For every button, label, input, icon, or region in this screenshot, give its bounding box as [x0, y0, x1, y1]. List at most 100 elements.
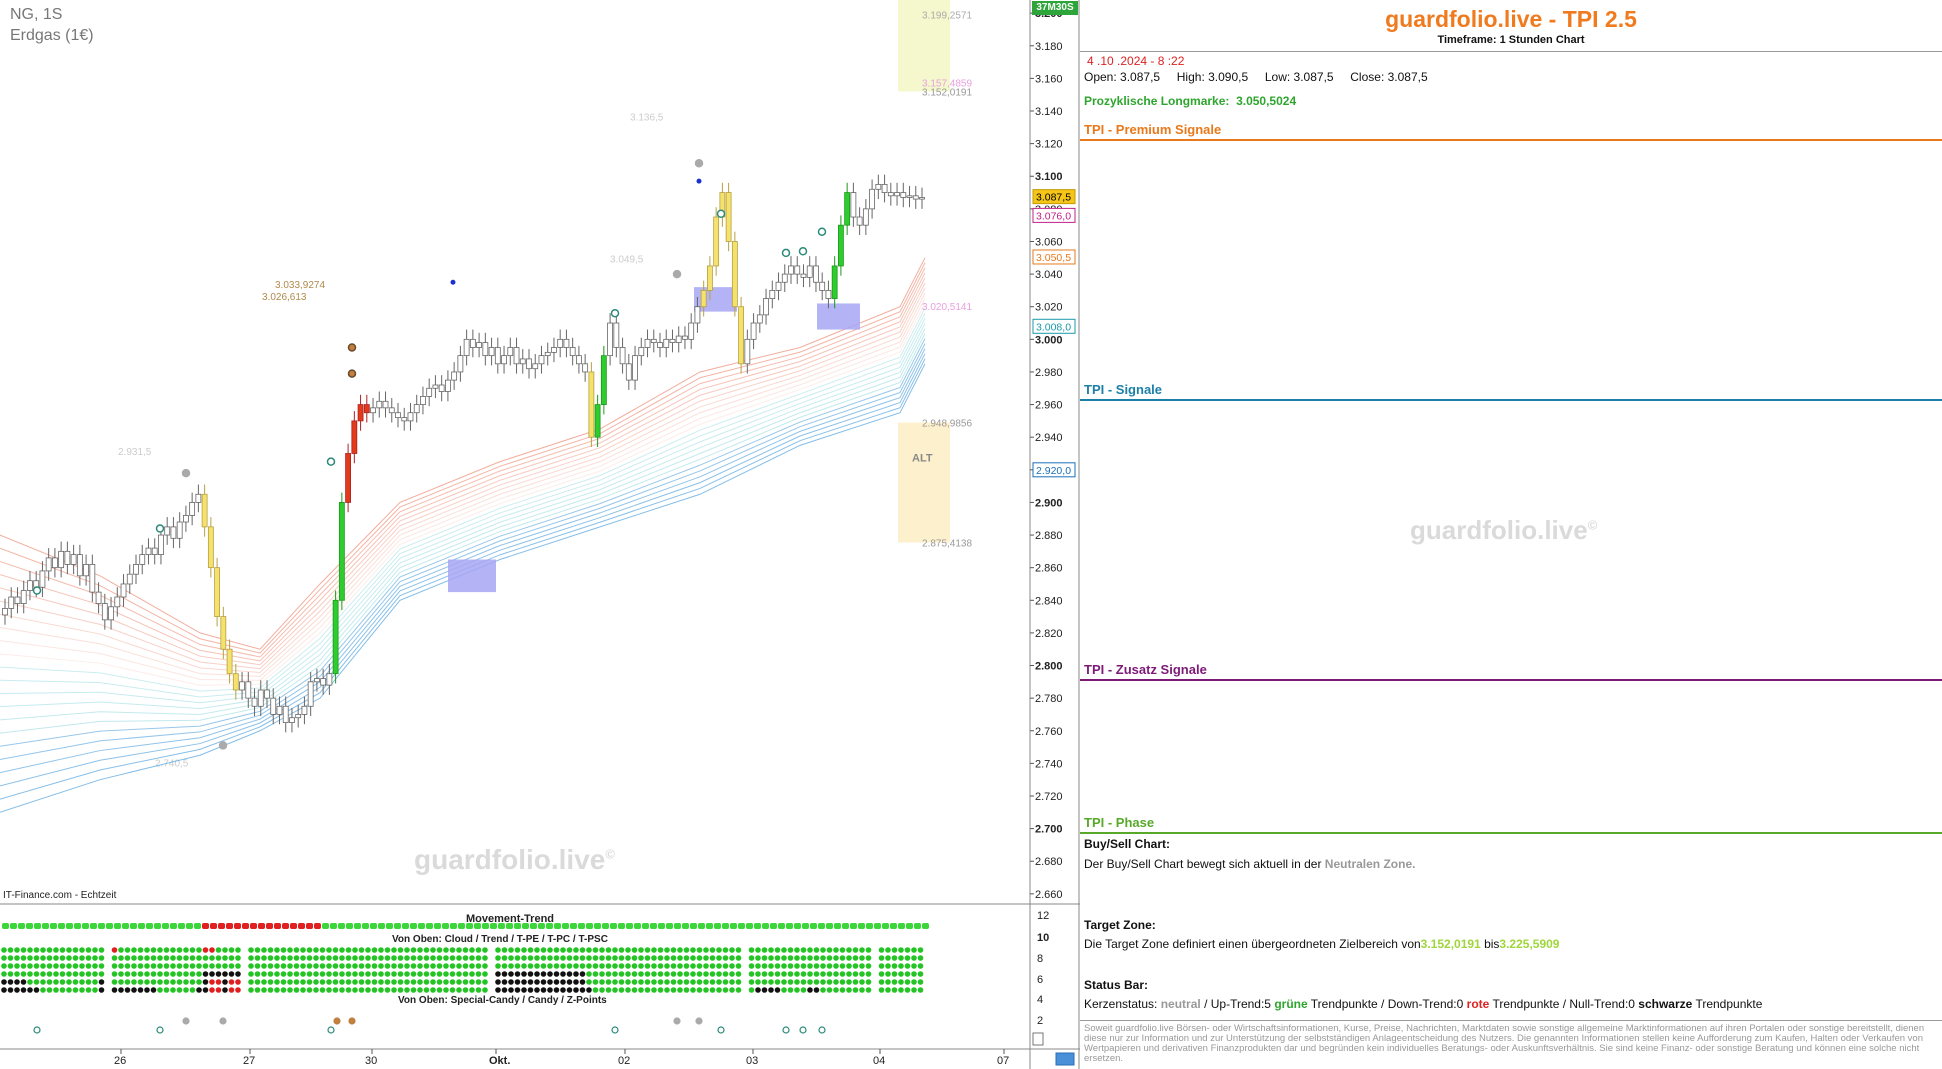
- trend-dot: [280, 963, 287, 969]
- trend-dot: [469, 963, 475, 969]
- candle-body: [844, 192, 851, 226]
- y-tick-label: 3.180: [1035, 41, 1063, 53]
- trend-dot: [7, 979, 14, 985]
- movement-dot: [82, 923, 89, 929]
- trend-dot: [729, 947, 735, 953]
- candle-body: [607, 322, 613, 357]
- trend-dot: [904, 963, 911, 969]
- trend-dot: [287, 947, 293, 953]
- trend-dot: [586, 987, 592, 993]
- candle-body: [376, 400, 383, 409]
- movement-dot: [778, 923, 785, 929]
- trend-dot: [852, 955, 859, 961]
- indicator-y-label: 2: [1037, 1015, 1043, 1027]
- trend-dot: [774, 971, 781, 977]
- trend-dot: [59, 987, 66, 993]
- trend-dot: [709, 987, 716, 993]
- trend-dot: [339, 963, 345, 969]
- trend-dot: [59, 947, 66, 953]
- trend-dot: [170, 947, 176, 953]
- trend-dot: [313, 955, 319, 961]
- trend-dot: [625, 947, 631, 953]
- movement-dot: [274, 923, 281, 929]
- target-text: Die Target Zone definiert einen übergeor…: [1084, 937, 1560, 951]
- trend-dot: [131, 963, 137, 969]
- trend-dot: [306, 987, 313, 993]
- trend-dot: [137, 955, 144, 961]
- trend-dot: [631, 947, 638, 953]
- trend-dot: [911, 947, 917, 953]
- trend-dot: [176, 971, 183, 977]
- trend-dot: [709, 963, 716, 969]
- trend-dot: [7, 971, 14, 977]
- trend-dot: [137, 987, 144, 993]
- panel-timeframe: Timeframe: 1 Stunden Chart: [1437, 34, 1585, 46]
- candle-body: [557, 338, 564, 348]
- trend-dot: [651, 947, 657, 953]
- trend-dot: [605, 979, 612, 985]
- candle-body: [850, 192, 857, 218]
- trend-dot: [189, 987, 196, 993]
- trend-dot: [911, 987, 917, 993]
- trend-dot: [514, 947, 521, 953]
- movement-dot: [426, 923, 433, 929]
- trend-dot: [514, 963, 521, 969]
- movement-dot: [562, 923, 569, 929]
- trend-dot: [150, 955, 157, 961]
- trend-dot: [118, 947, 124, 953]
- candle-body: [775, 281, 782, 291]
- trend-dot: [599, 987, 605, 993]
- y-tick-label: 2.740: [1035, 758, 1063, 770]
- trend-dot: [293, 963, 300, 969]
- trend-dot: [131, 971, 137, 977]
- trend-dot: [157, 979, 163, 985]
- candle-body: [532, 363, 539, 370]
- trend-dot: [189, 947, 196, 953]
- trend-dot: [703, 979, 709, 985]
- candle-body: [420, 396, 426, 405]
- trend-dot: [495, 987, 501, 993]
- trend-dot: [157, 971, 163, 977]
- trend-dot: [579, 979, 586, 985]
- candle-body: [513, 347, 520, 365]
- signal-marker: [694, 158, 704, 168]
- trend-dot: [865, 947, 872, 953]
- trend-dot: [833, 955, 839, 961]
- trend-dot: [456, 971, 462, 977]
- trend-dot: [475, 955, 482, 961]
- trend-dot: [696, 971, 703, 977]
- trend-dot: [547, 963, 553, 969]
- movement-dot: [842, 923, 849, 929]
- section-signale: TPI - Signale: [1084, 382, 1163, 397]
- trend-dot: [631, 963, 638, 969]
- candle-body: [33, 580, 40, 588]
- trend-dot: [612, 979, 618, 985]
- trend-dot: [27, 947, 33, 953]
- x-tick-label: 30: [365, 1055, 377, 1067]
- trend-dot: [612, 963, 618, 969]
- trend-dot: [254, 947, 261, 953]
- trend-dot: [92, 979, 98, 985]
- movement-dot: [826, 923, 833, 929]
- movement-dot: [50, 923, 57, 929]
- trend-dot: [66, 971, 72, 977]
- candle-body: [769, 290, 776, 299]
- candle-body: [894, 192, 900, 197]
- trend-dot: [417, 971, 423, 977]
- trend-dot: [709, 947, 716, 953]
- trend-dot: [339, 971, 345, 977]
- trend-dot: [631, 987, 638, 993]
- price-chart[interactable]: 3.2003.1803.1603.1403.1203.1003.0803.060…: [0, 0, 1080, 1069]
- trend-dot: [605, 987, 612, 993]
- trend-dot: [124, 947, 131, 953]
- chart-watermark: guardfolio.live©: [414, 844, 615, 875]
- trend-dot: [846, 987, 852, 993]
- trend-dot: [319, 963, 326, 969]
- trend-dot: [59, 971, 66, 977]
- trend-dot: [339, 947, 345, 953]
- trend-dot: [579, 947, 586, 953]
- level-label: 2.875,4138: [922, 539, 972, 550]
- candle-body: [332, 599, 339, 675]
- longmark-value: 3.050,5024: [1236, 94, 1297, 108]
- trend-dot: [631, 971, 638, 977]
